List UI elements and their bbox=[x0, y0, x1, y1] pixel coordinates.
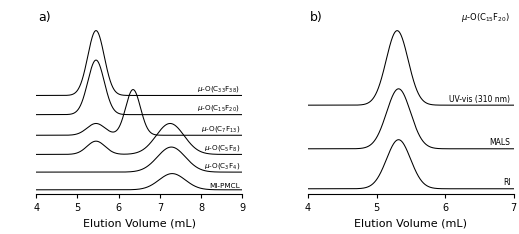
X-axis label: Elution Volume (mL): Elution Volume (mL) bbox=[83, 219, 196, 229]
Text: MI-PMCL: MI-PMCL bbox=[210, 183, 240, 189]
Text: $\mu$-O(C$_{33}$F$_{38}$): $\mu$-O(C$_{33}$F$_{38}$) bbox=[197, 84, 240, 94]
Text: a): a) bbox=[38, 11, 51, 24]
Text: b): b) bbox=[310, 11, 323, 24]
Text: UV-vis (310 nm): UV-vis (310 nm) bbox=[449, 95, 510, 104]
Text: $\mu$-O(C$_5$F$_8$): $\mu$-O(C$_5$F$_8$) bbox=[204, 143, 240, 153]
Text: $\mu$-O(C$_{15}$F$_{20}$): $\mu$-O(C$_{15}$F$_{20}$) bbox=[197, 103, 240, 113]
X-axis label: Elution Volume (mL): Elution Volume (mL) bbox=[354, 219, 468, 229]
Text: $\mu$-O(C$_3$F$_4$): $\mu$-O(C$_3$F$_4$) bbox=[204, 161, 240, 171]
Text: $\mu$-O(C$_7$F$_{13}$): $\mu$-O(C$_7$F$_{13}$) bbox=[200, 124, 240, 134]
Text: $\mu$-O(C$_{15}$F$_{20}$): $\mu$-O(C$_{15}$F$_{20}$) bbox=[460, 11, 510, 24]
Text: RI: RI bbox=[503, 178, 510, 187]
Text: MALS: MALS bbox=[489, 138, 510, 147]
